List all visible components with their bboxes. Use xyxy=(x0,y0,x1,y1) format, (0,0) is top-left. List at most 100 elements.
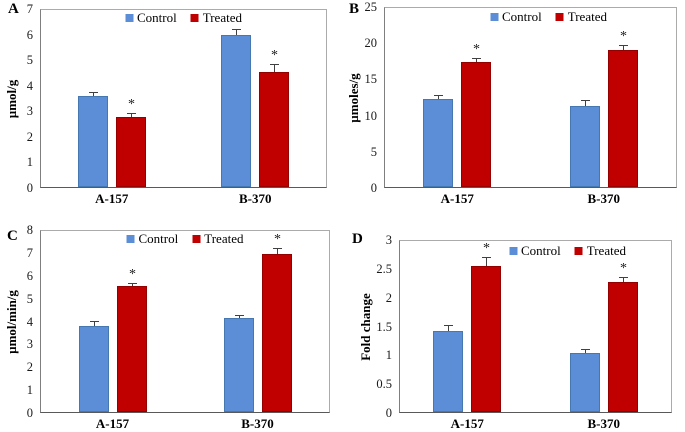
legend-swatch-control-icon xyxy=(490,12,499,21)
y-tick-label: 2 xyxy=(26,360,33,375)
error-bar-cap xyxy=(232,29,241,30)
y-tick-label: 5 xyxy=(370,144,377,159)
legend: Control Treated xyxy=(126,232,243,245)
legend-swatch-control-icon xyxy=(125,13,134,22)
error-bar-cap xyxy=(482,257,491,258)
y-tick-label: 15 xyxy=(364,72,378,87)
legend-item-treated: Treated xyxy=(574,243,626,258)
legend-label-control: Control xyxy=(137,10,177,25)
category-label: A-157 xyxy=(450,416,484,431)
error-bar-cap xyxy=(444,325,453,326)
error-bar xyxy=(623,277,624,282)
y-tick-label: 5 xyxy=(26,291,33,306)
error-bar xyxy=(448,325,449,331)
legend-item-control: Control xyxy=(125,11,177,24)
panel-letter-A: A xyxy=(8,1,19,17)
y-tick-label: 6 xyxy=(26,268,33,283)
bar-treated-b-370 xyxy=(607,282,638,412)
y-tick-label: 2.5 xyxy=(376,261,392,276)
legend-item-treated: Treated xyxy=(192,232,243,245)
error-bar xyxy=(486,257,487,266)
bar-treated-a-157 xyxy=(116,286,147,412)
error-bar-cap xyxy=(619,45,628,46)
error-bar xyxy=(623,45,624,50)
error-bar xyxy=(131,113,132,117)
panel-C: C µmol/min/g 0 1 2 3 4 5 6 7 8 Control Treated A-15… xyxy=(0,216,342,432)
y-tick-label: 7 xyxy=(26,245,33,260)
error-bar xyxy=(274,64,275,72)
y-tick-label: 7 xyxy=(26,2,33,16)
y-tick-label: 0 xyxy=(26,406,33,420)
error-bar xyxy=(585,349,586,353)
legend-item-control: Control xyxy=(509,244,561,257)
error-bar xyxy=(476,58,477,62)
error-bar xyxy=(94,321,95,326)
significance-star: * xyxy=(271,48,278,63)
bar-control-a-157 xyxy=(433,331,464,412)
legend-label-treated: Treated xyxy=(204,231,244,246)
category-label: A-157 xyxy=(95,191,129,206)
bar-treated-b-370 xyxy=(607,50,638,187)
bar-control-b-370 xyxy=(223,318,254,412)
legend: Control Treated xyxy=(509,244,626,257)
panel-B: B µmoles/g 0 5 10 15 20 25 Control Treated A-157… xyxy=(342,0,685,216)
y-tick-label: 8 xyxy=(26,223,33,237)
y-tick-label: 2 xyxy=(385,290,392,305)
panel-letter-B: B xyxy=(349,1,360,17)
bar-treated-a-157 xyxy=(471,266,502,412)
legend: Control Treated xyxy=(125,11,242,24)
error-bar xyxy=(239,315,240,318)
y-tick-label: 6 xyxy=(26,27,33,42)
category-label: A-157 xyxy=(95,416,130,431)
category-label: B-370 xyxy=(241,416,274,431)
legend-label-treated: Treated xyxy=(567,9,607,24)
y-tick-label: 0.5 xyxy=(376,377,392,392)
legend-swatch-control-icon xyxy=(126,234,135,243)
y-tick-label: 4 xyxy=(26,78,33,93)
bar-treated-b-370 xyxy=(261,254,292,412)
error-bar-cap xyxy=(90,321,99,322)
panel-A: A µmol/g 0 1 2 3 4 5 6 7 Control Treated A-157 * B-3… xyxy=(0,0,342,216)
significance-star: * xyxy=(483,241,490,256)
error-bar-cap xyxy=(127,113,136,114)
category-label: B-370 xyxy=(239,191,272,206)
panel-letter-C: C xyxy=(7,228,18,244)
y-tick-label: 20 xyxy=(364,36,378,51)
legend-item-treated: Treated xyxy=(555,9,607,24)
bar-control-b-370 xyxy=(569,106,600,187)
legend-swatch-control-icon xyxy=(509,246,518,255)
error-bar-cap xyxy=(581,349,590,350)
y-tick-label: 1 xyxy=(385,348,392,363)
error-bar-cap xyxy=(472,58,481,59)
bar-treated-a-157 xyxy=(461,62,492,187)
bar-control-b-370 xyxy=(221,35,252,187)
significance-star: * xyxy=(274,232,281,247)
significance-star: * xyxy=(473,42,480,57)
legend-label-treated: Treated xyxy=(586,243,626,258)
y-tick-label: 5 xyxy=(26,53,33,68)
legend-swatch-treated-icon xyxy=(190,13,199,22)
error-bar xyxy=(277,248,278,254)
error-bar-cap xyxy=(128,283,137,284)
y-tick-label: 3 xyxy=(26,104,33,119)
significance-star: * xyxy=(620,29,627,44)
legend-label-control: Control xyxy=(502,9,542,24)
legend-item-treated: Treated xyxy=(190,11,242,24)
y-tick-label: 4 xyxy=(26,314,33,329)
legend-swatch-treated-icon xyxy=(555,12,564,21)
legend: Control Treated xyxy=(490,10,607,23)
bar-control-a-157 xyxy=(77,96,108,187)
y-tick-label: 3 xyxy=(385,233,392,247)
error-bar xyxy=(132,283,133,286)
category-label: B-370 xyxy=(587,191,621,206)
error-bar-cap xyxy=(619,277,628,278)
category-label: B-370 xyxy=(587,416,621,431)
legend-item-control: Control xyxy=(126,232,178,245)
y-tick-label: 25 xyxy=(364,0,378,14)
error-bar-cap xyxy=(273,248,282,249)
panel-letter-D: D xyxy=(352,231,363,247)
y-tick-label: 1.5 xyxy=(376,319,392,334)
y-tick-label: 0 xyxy=(26,181,33,195)
category-label: A-157 xyxy=(440,191,474,206)
